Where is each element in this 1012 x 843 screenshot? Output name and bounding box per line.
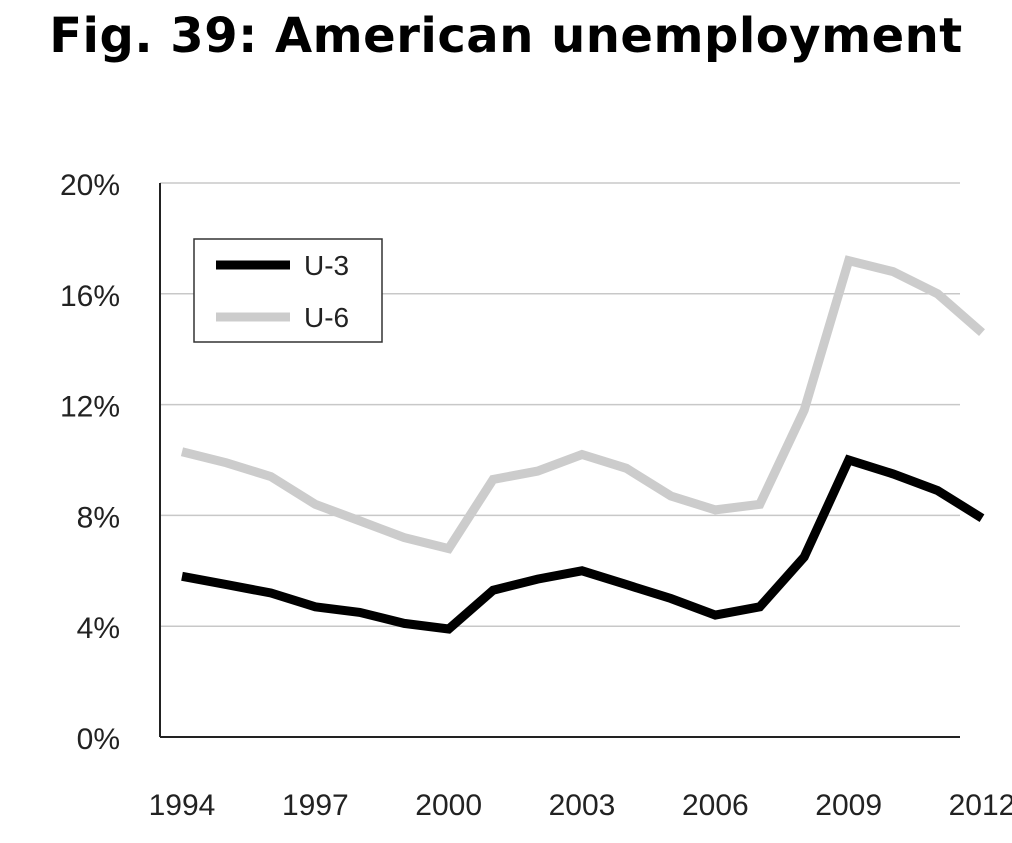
y-tick-labels: 0% 4% 8% 12% 16% 20% [60,169,120,756]
series-line-u-6 [180,255,985,554]
x-tick-label: 2006 [682,789,749,822]
x-tick-label: 2012 [949,789,1012,822]
x-tick-label: 1997 [282,789,349,822]
y-tick-label: 8% [77,501,120,534]
y-tick-label: 20% [60,169,120,202]
series-line-u-3 [181,454,985,634]
chart-title: Fig. 39: American unemployment [49,8,963,64]
x-tick-label: 1994 [149,789,216,822]
y-tick-label: 4% [77,612,120,645]
x-tick-label: 2000 [415,789,482,822]
legend: U-3 U-6 [193,238,383,343]
legend-label-u-3: U-3 [304,250,349,281]
x-tick-labels: 1994 1997 2000 2003 2006 2009 2012 [149,789,1012,822]
y-tick-label: 0% [77,723,120,756]
y-tick-label: 12% [60,391,120,424]
axes [159,183,960,738]
series-lines [180,255,985,634]
x-tick-label: 2003 [549,789,616,822]
x-tick-label: 2009 [815,789,882,822]
y-tick-label: 16% [60,280,120,313]
legend-label-u-6: U-6 [304,302,349,333]
legend-box [193,238,383,343]
